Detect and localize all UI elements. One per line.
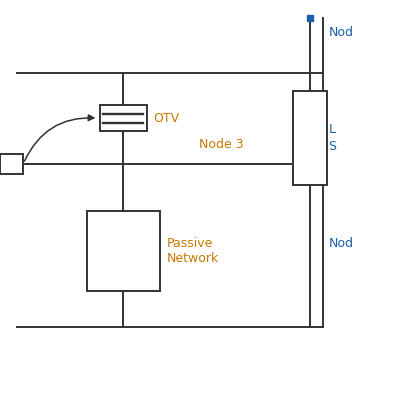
Text: OTV: OTV (153, 112, 180, 125)
Bar (87, 211, 160, 291)
Text: Nod: Nod (328, 237, 353, 250)
Text: Node 3: Node 3 (199, 138, 243, 151)
Text: Passive
Network: Passive Network (167, 237, 219, 265)
Bar (293, 91, 327, 186)
Bar (0, 154, 23, 174)
Text: L
S: L S (328, 123, 336, 153)
Bar (100, 106, 147, 131)
Text: Nod: Nod (328, 26, 353, 39)
